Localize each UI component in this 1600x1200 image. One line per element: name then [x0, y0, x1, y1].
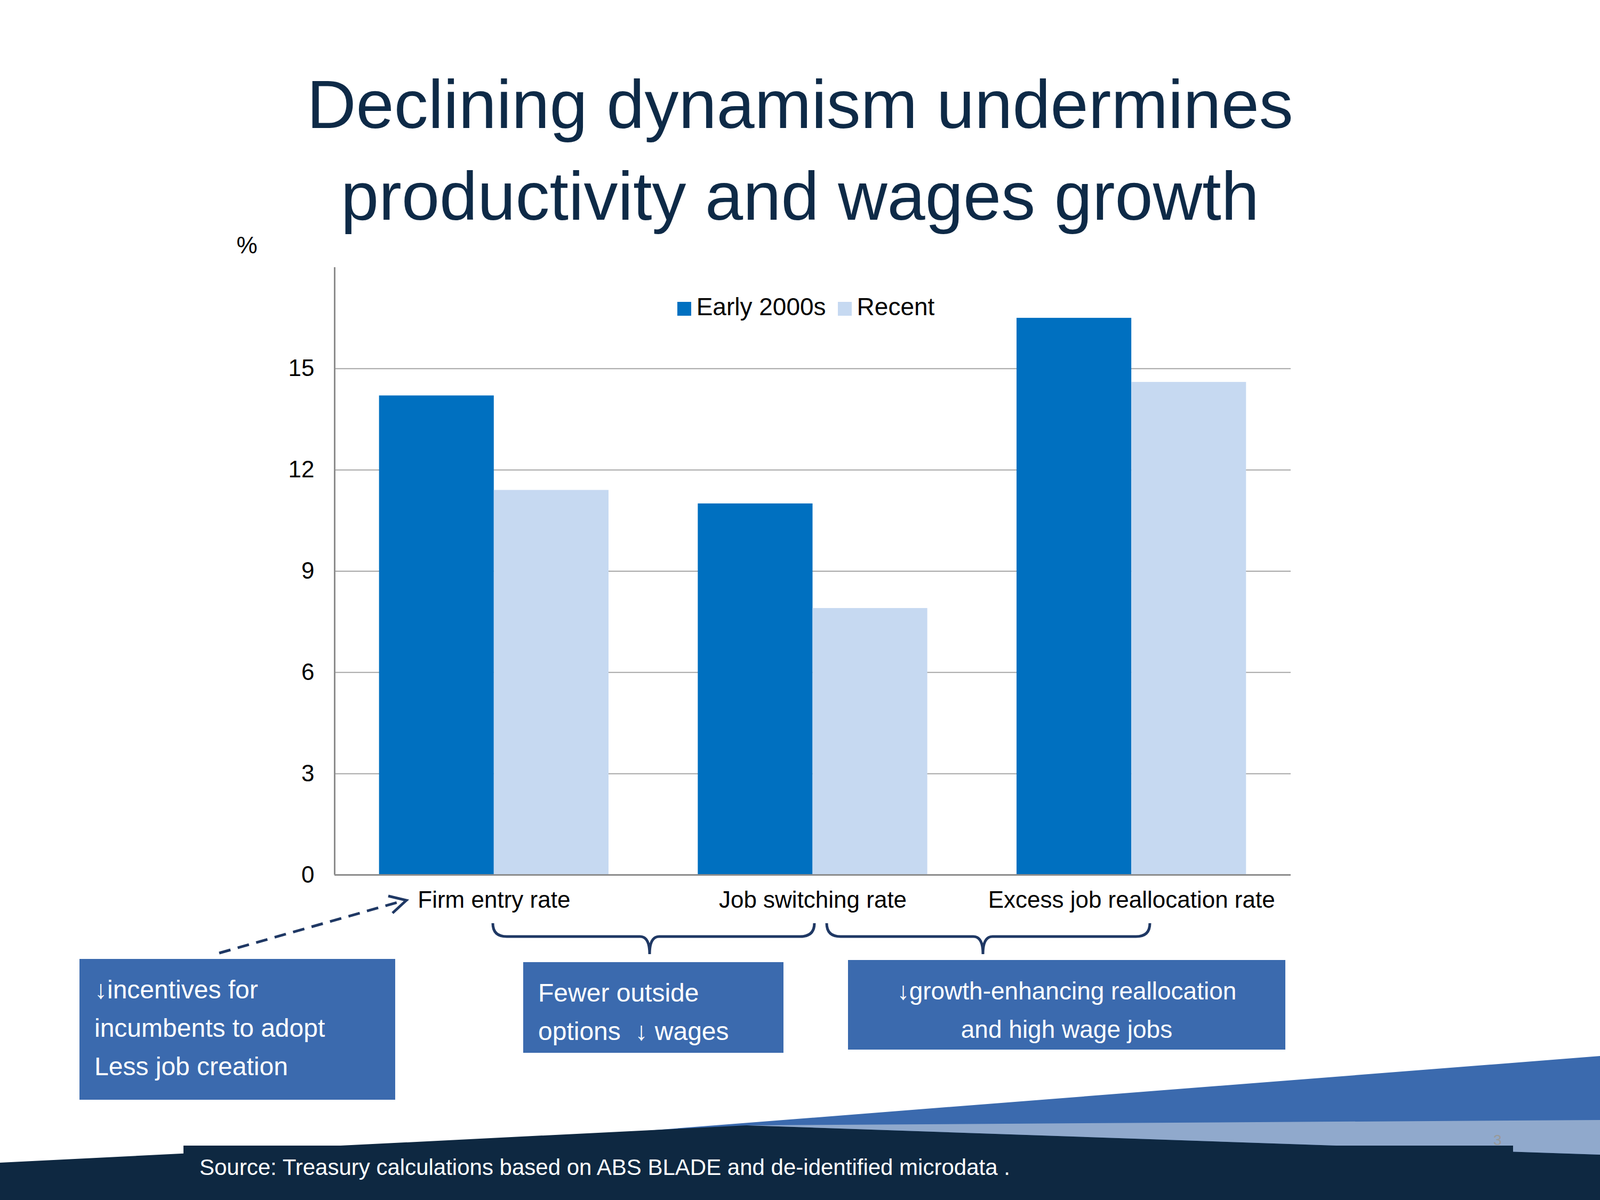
svg-text:15: 15: [288, 354, 315, 381]
html-text:Early 2000s: Early 2000s: [696, 292, 826, 321]
svg-text:12: 12: [288, 456, 315, 483]
html-text:Declining dynamism undermines: Declining dynamism undermines productivi…: [306, 66, 1294, 235]
html-text:Recent: Recent: [856, 292, 935, 321]
html-text:Less job creation: Less job creation: [94, 1052, 288, 1081]
svg-text:3: 3: [301, 760, 315, 787]
svg-text:Excess job reallocation rate: Excess job reallocation rate: [988, 886, 1276, 913]
svg-text:%: %: [236, 234, 258, 259]
html-text:and high wage jobs: and high wage jobs: [960, 1015, 1173, 1044]
html-text:options ↓ wages: options ↓ wages: [538, 1017, 729, 1046]
html-text:Fewer outside: Fewer outside: [538, 978, 699, 1007]
svg-text:6: 6: [301, 658, 315, 685]
svg-text:0: 0: [301, 861, 315, 888]
html-text:Source: Treasury calculations: Source: Treasury calculations based on A…: [199, 1154, 1011, 1180]
html-text:↓incentives for: ↓incentives for: [94, 975, 259, 1004]
svg-text:9: 9: [301, 557, 315, 584]
svg-text:Job switching rate: Job switching rate: [718, 886, 907, 913]
html-text:3: 3: [1493, 1131, 1502, 1149]
html-text:↓growth-enhancing reallocation: ↓growth-enhancing reallocation: [896, 977, 1237, 1005]
svg-text:Firm entry rate: Firm entry rate: [417, 886, 571, 913]
html-text:incumbents to adopt: incumbents to adopt: [94, 1013, 325, 1043]
